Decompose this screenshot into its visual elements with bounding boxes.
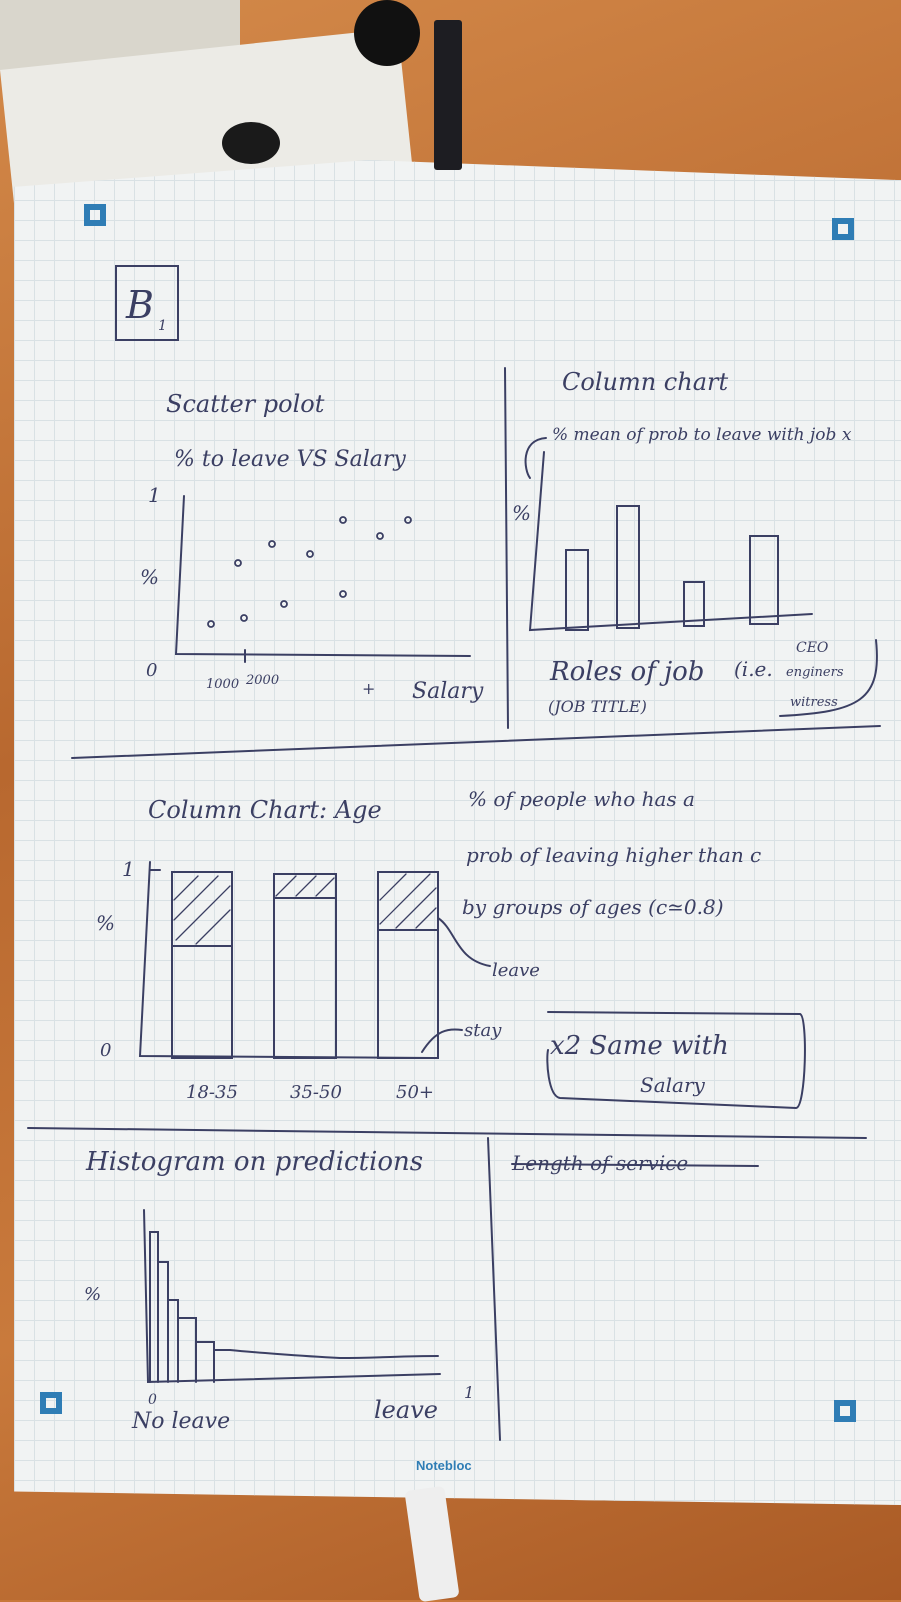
scatter-x-tick2: 2000	[245, 673, 279, 688]
column2-y-top: 1	[122, 857, 135, 881]
histogram-title: Histogram on predictions	[85, 1147, 423, 1177]
column2-title: Column Chart: Age	[148, 796, 382, 824]
column1-x-sub: (JOB TITLE)	[548, 697, 647, 716]
crossed-title: Length of service	[511, 1151, 688, 1175]
column1-example: enginers	[786, 665, 844, 680]
histogram-x-start: 0	[148, 1392, 157, 1408]
histogram-x-start-label: No leave	[131, 1409, 230, 1434]
note-box	[546, 1011, 806, 1110]
earphone-icon	[354, 0, 420, 66]
column2-description: by groups of ages (c≃0.8)	[462, 895, 724, 919]
column1-axes	[528, 451, 813, 632]
scatter-x-tick1: 1000	[206, 677, 239, 692]
column2-y-mid: %	[96, 911, 115, 935]
column1-bar	[565, 549, 589, 631]
column2-bar-18-35	[171, 871, 233, 1059]
column2-note: x2 Same with	[550, 1031, 729, 1061]
scatter-y-zero: 0	[146, 660, 157, 681]
column2-category: 50+	[396, 1082, 434, 1103]
stay-pointer	[421, 1028, 463, 1053]
histogram-bars	[149, 1231, 439, 1383]
divider-vertical-bottom	[487, 1137, 501, 1441]
corner-marker-icon	[40, 1392, 62, 1414]
column1-example: witress	[790, 695, 838, 710]
column2-bar-50plus	[377, 871, 439, 1059]
column2-description: prob of leaving higher than c	[466, 843, 761, 867]
histogram-x-end-label: leave	[374, 1396, 438, 1424]
divider-horizontal-2	[27, 1127, 867, 1139]
scatter-subtitle: % to leave VS Salary	[174, 447, 406, 472]
column1-x-label-paren: (i.e.	[734, 657, 773, 681]
scatter-x-label: Salary	[412, 679, 484, 704]
divider-vertical-top	[504, 367, 509, 729]
section-label: B	[125, 283, 154, 327]
column2-category: 18-35	[186, 1082, 238, 1103]
scatter-y-top: 1	[148, 483, 161, 507]
column1-bar	[749, 535, 779, 625]
column2-leave-label: leave	[492, 960, 540, 981]
histogram-axes	[143, 1209, 441, 1384]
column1-bar	[616, 505, 640, 629]
scatter-axes	[174, 495, 471, 657]
pencil-icon	[434, 20, 462, 170]
column2-category: 35-50	[290, 1082, 342, 1103]
corner-marker-icon	[834, 1400, 856, 1422]
column2-note2: Salary	[640, 1073, 706, 1097]
scatter-x-plus: +	[362, 679, 375, 698]
column2-y-zero: 0	[100, 1040, 111, 1061]
notebook-page	[14, 160, 901, 1505]
scatter-points	[207, 516, 412, 628]
strike-line	[511, 1163, 759, 1167]
column1-title: Column chart	[562, 368, 728, 396]
column1-example: CEO	[796, 640, 829, 656]
leave-pointer	[437, 917, 491, 967]
column1-x-label: Roles of job	[549, 657, 704, 687]
section-sub: 1	[158, 318, 167, 334]
brand-logo: Notebloc	[416, 1458, 472, 1473]
earphone-icon	[222, 122, 280, 164]
divider-horizontal-1	[71, 725, 881, 759]
column1-subtitle: % mean of prob to leave with job x	[552, 425, 852, 445]
column1-y-label: %	[512, 501, 531, 525]
column2-stay-label: stay	[464, 1020, 502, 1041]
column1-bar	[683, 581, 705, 627]
column2-bar-35-50	[273, 873, 337, 1059]
section-label-box	[115, 265, 179, 341]
column2-description: % of people who has a	[468, 787, 695, 811]
histogram-y-label: %	[84, 1284, 101, 1305]
histogram-x-end: 1	[464, 1383, 474, 1402]
corner-marker-icon	[84, 204, 106, 226]
corner-marker-icon	[832, 218, 854, 240]
scatter-y-mid: %	[140, 565, 159, 589]
scatter-title: Scatter polot	[166, 390, 325, 418]
